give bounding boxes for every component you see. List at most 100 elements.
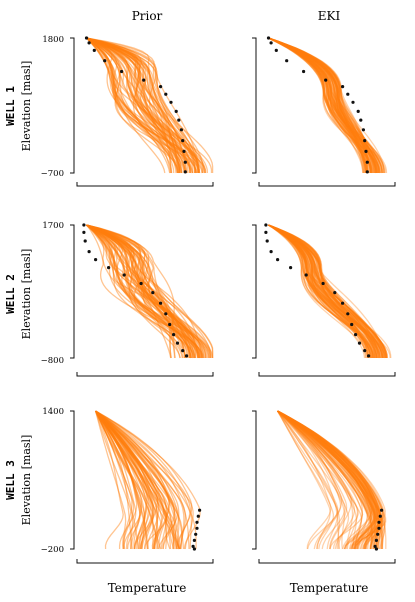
ensemble-curve — [268, 37, 385, 174]
ensemble-curve — [277, 410, 383, 550]
ensemble-curve — [268, 37, 378, 174]
observation-point — [164, 92, 168, 96]
ensemble-curve — [268, 37, 372, 174]
ensemble-curve — [268, 37, 372, 174]
ensemble-curve — [277, 410, 341, 550]
y-axis-bracket — [252, 224, 257, 359]
ensemble-curve — [95, 410, 197, 550]
ensemble-curve — [86, 37, 180, 174]
ensemble-curve — [268, 224, 379, 359]
ensemble-curve — [86, 224, 210, 359]
observation-point — [302, 69, 306, 74]
ensemble-curve — [268, 37, 367, 174]
ensemble-curve — [277, 410, 345, 550]
ensemble-curve — [86, 224, 186, 359]
ensemble-curve — [268, 37, 365, 174]
ytick-top-well-1: 1800 — [42, 35, 64, 45]
ensemble-curve — [86, 37, 189, 174]
ensemble-curve — [86, 37, 188, 174]
ensemble-curve — [268, 37, 385, 174]
ensemble-curve — [277, 410, 339, 550]
ensemble-curve — [86, 224, 206, 359]
ensemble-curve — [86, 224, 196, 359]
observation-point — [172, 333, 176, 337]
ensemble-curve — [268, 37, 379, 174]
ensemble-curve — [277, 410, 385, 550]
ensemble-curve — [268, 224, 375, 359]
observation-point — [354, 333, 358, 337]
ensemble-curve — [268, 224, 378, 359]
ensemble-curve — [277, 410, 380, 550]
ensemble-curve — [268, 37, 380, 174]
ensemble-curve — [268, 37, 373, 174]
ensemble-curve — [268, 224, 376, 359]
ensemble-curve — [86, 37, 177, 174]
ensemble-curve — [268, 37, 383, 174]
ensemble-curve — [268, 37, 365, 174]
observation-point — [82, 223, 86, 227]
ensemble-curve — [86, 37, 206, 174]
ensemble-curve — [86, 37, 171, 174]
ensemble-curve — [268, 224, 376, 359]
panel-well-3-prior — [70, 410, 214, 564]
ensemble-curve — [95, 410, 193, 550]
ensemble-curve — [86, 37, 181, 174]
ensemble-curve — [277, 410, 348, 550]
ensemble-curve — [268, 37, 384, 174]
ensemble-curve — [268, 224, 384, 359]
ensemble-curve — [268, 224, 373, 359]
ensemble-curve — [94, 410, 134, 550]
ensemble-curve — [268, 224, 378, 359]
ensemble-curve — [268, 37, 367, 174]
ensemble-curve — [268, 37, 366, 174]
ensemble-curve — [268, 37, 375, 174]
ensemble-curve — [268, 224, 387, 359]
observation-point — [196, 514, 200, 518]
ensemble-curve — [268, 37, 374, 174]
ensemble-curve — [86, 224, 191, 359]
ensemble-curve — [95, 410, 159, 550]
observation-point — [139, 281, 143, 286]
ensemble-curve — [277, 410, 383, 549]
ensemble-curve — [277, 410, 376, 549]
ensemble-curve — [268, 37, 379, 174]
panel-well-1-prior — [70, 36, 214, 187]
ensemble-curve — [95, 410, 133, 550]
ensemble-curve — [86, 224, 197, 359]
ensemble-curve — [86, 37, 181, 174]
ensemble-curve — [86, 224, 192, 359]
ensemble-curve — [95, 410, 138, 549]
ensemble-curve — [277, 410, 378, 550]
ensemble-curve — [86, 37, 182, 174]
ensemble-curve — [268, 37, 386, 174]
observation-point — [304, 273, 308, 277]
observation-point — [181, 349, 185, 353]
ensemble-curve — [95, 410, 171, 550]
ensemble-curve — [268, 224, 385, 359]
observation-point — [269, 41, 273, 45]
ensemble-curve — [268, 224, 380, 359]
ytick-bottom-well-2: −800 — [41, 356, 64, 366]
ensemble-curve — [86, 37, 203, 174]
ensemble-curve — [268, 37, 369, 174]
ensemble-curve — [86, 224, 172, 359]
ensemble-curve — [268, 224, 372, 359]
ensemble-curve — [277, 410, 370, 550]
ensemble-curve — [268, 37, 367, 174]
ensemble-curve — [268, 37, 364, 174]
column-title-eki: EKI — [318, 9, 341, 23]
ensemble-curve — [268, 224, 389, 359]
ensemble-curve — [95, 410, 155, 550]
ensemble-curve — [268, 224, 387, 359]
ensemble-curve — [268, 37, 372, 174]
ensemble-curve — [268, 224, 376, 359]
ensemble-curve — [277, 410, 386, 550]
observation-point — [120, 69, 124, 74]
ensemble-curve — [95, 410, 165, 550]
ensemble-curve — [277, 410, 379, 550]
ensemble-curves — [268, 37, 388, 174]
ensemble-curve — [95, 410, 159, 550]
ensemble-curve — [268, 37, 383, 174]
observation-point — [179, 128, 183, 132]
ensemble-curve — [277, 410, 383, 550]
